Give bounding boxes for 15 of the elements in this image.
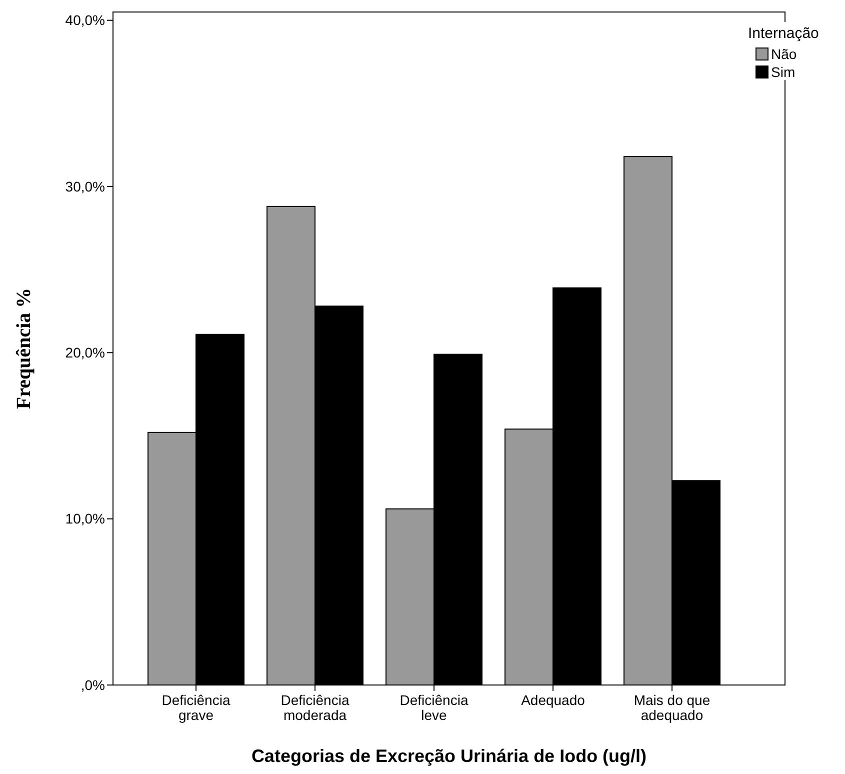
x-tick-label: Deficiência grave <box>162 692 230 723</box>
x-tick-label: Deficiência moderada <box>280 692 350 723</box>
legend-label: Não <box>771 46 797 62</box>
legend-title: Internação <box>748 25 819 42</box>
y-tick-label: 40,0% <box>65 12 105 28</box>
x-tick-label: Adequado <box>521 692 586 708</box>
y-tick-label: 10,0% <box>65 510 105 527</box>
x-tick-label: Mais do que adequado <box>634 692 710 723</box>
y-tick-label: 30,0% <box>65 178 105 194</box>
legend-label: Sim <box>771 64 796 80</box>
x-axis-title: Categorias de Excreção Urinária de Iodo (ug/l) <box>251 746 647 766</box>
y-tick-label: 20,0% <box>65 344 105 361</box>
x-tick-label: Deficiência leve <box>400 692 468 723</box>
y-axis-title: Frequência % <box>13 288 35 410</box>
y-tick-label: ,0% <box>80 676 105 693</box>
